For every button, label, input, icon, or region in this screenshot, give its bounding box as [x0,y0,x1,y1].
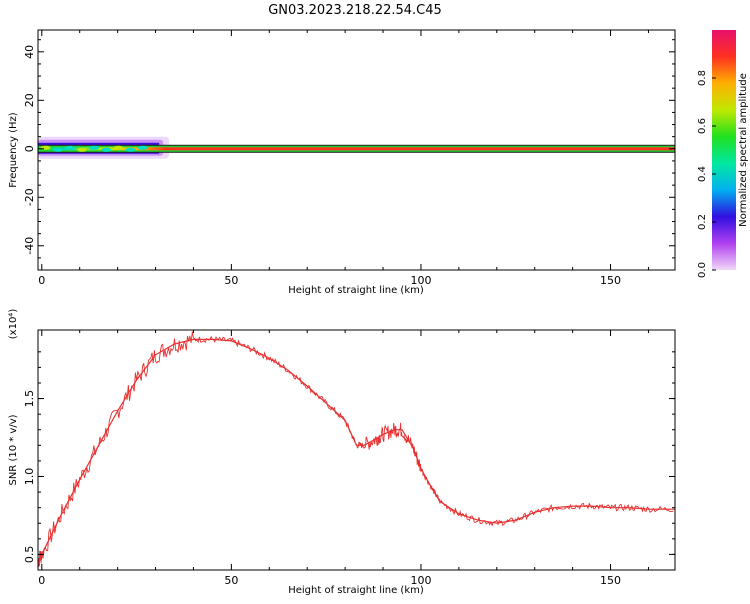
colorbar-tick-label: 0.6 [697,118,708,134]
snr-line-trend [37,338,675,561]
snr-line-group [37,331,675,568]
heat-blob [137,145,148,150]
x-tick-label: 0 [38,274,45,287]
x-tick-label: 100 [410,274,431,287]
heat-blob [76,147,87,152]
x-tick-label: 0 [38,574,45,587]
x-tick-label: 50 [224,274,238,287]
snr-line-noisy [37,331,674,568]
y-tick-label: -40 [23,237,36,255]
colorbar-tick-label: 0.0 [697,262,708,278]
spectrogram-heat [38,136,675,159]
snr-ylabel: SNR (10 * v/v) [8,414,19,485]
heat-blob [113,145,124,150]
y-tick-label: 0.5 [23,546,36,564]
snr-scale-label: (x10⁴) [8,309,19,340]
colorbar: 0.0 0.2 0.4 0.6 0.8 Normalized spectral ampl… [697,30,749,278]
heat-blob [125,147,136,152]
heat-band-core [38,147,675,151]
x-tick-label: 150 [600,274,621,287]
spectrogram-panel: 0 50 100 150 40 20 0 -20 -40 Height of straight … [8,29,676,296]
colorbar-tick-label: 0.2 [697,214,708,230]
snr-panel: 0 50 100 150 0.5 1.0 1.5 Height of straight li… [8,309,676,596]
y-tick-label: 40 [23,45,36,59]
colorbar-ticks: 0.0 0.2 0.4 0.6 0.8 [697,70,716,278]
spectrogram-xlabel: Height of straight line (km) [288,285,424,296]
snr-xlabel: Height of straight line (km) [288,585,424,596]
snr-ticks: 0 50 100 150 0.5 1.0 1.5 [23,330,675,587]
heat-blob [101,147,112,152]
x-tick-label: 50 [224,574,238,587]
colorbar-gradient [712,30,736,270]
y-tick-label: 20 [23,93,36,107]
snr-frame [37,329,676,571]
heat-blob [52,147,63,152]
spectrogram-frame [37,29,676,271]
figure-title: GN03.2023.218.22.54.C45 [268,3,442,18]
colorbar-tick-label: 0.8 [697,70,708,86]
heat-blob [64,145,75,150]
y-tick-label: 0 [23,145,36,152]
x-tick-label: 100 [410,574,431,587]
colorbar-label: Normalized spectral amplitude [738,73,749,227]
snr-background [38,330,675,570]
spectrogram-ticks: 0 50 100 150 40 20 0 -20 -40 [23,30,675,287]
spectrogram-ylabel: Frequency (Hz) [8,112,19,188]
colorbar-tick-label: 0.4 [697,166,708,182]
x-tick-label: 150 [600,574,621,587]
y-tick-label: 1.0 [23,468,36,486]
y-tick-label: -20 [23,188,36,206]
heat-blob [89,145,100,150]
y-tick-label: 1.5 [23,390,36,408]
